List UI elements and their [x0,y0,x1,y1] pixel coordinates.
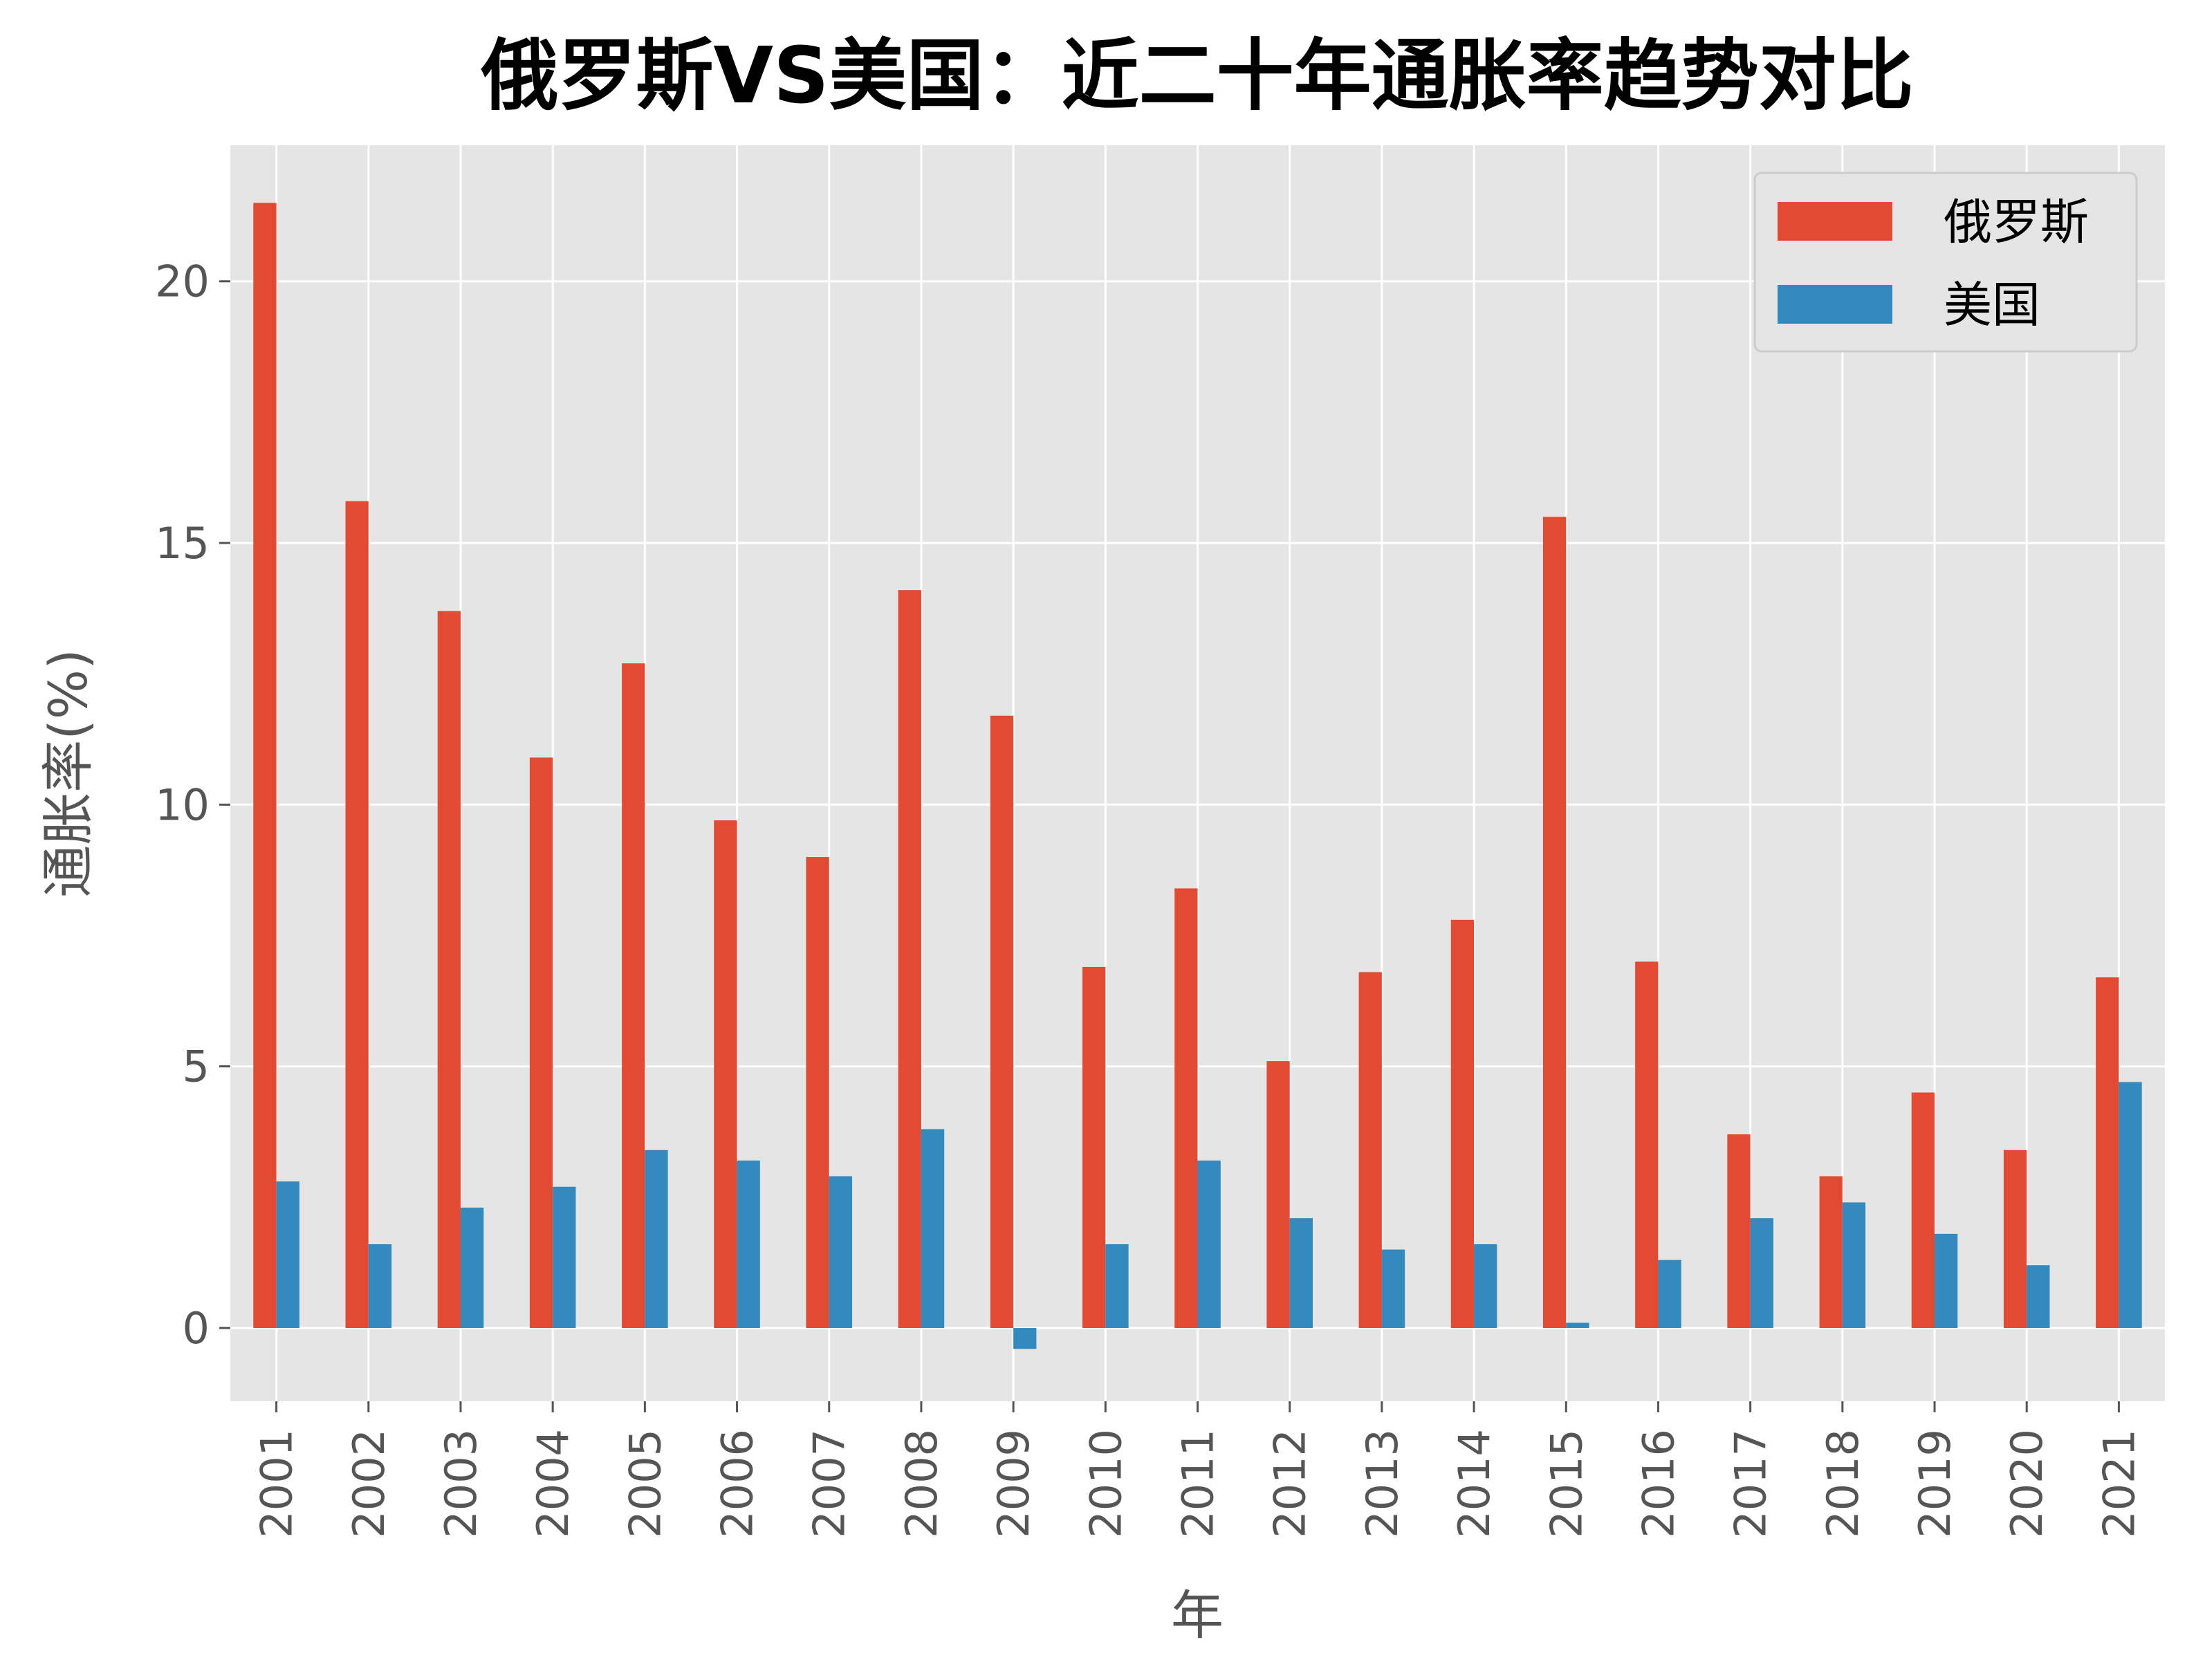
bar-russia-2015 [1542,517,1567,1329]
bar-russia-2006 [714,820,737,1329]
bar-russia-2007 [806,857,829,1329]
x-tick-label: 2002 [344,1429,394,1538]
bar-russia-2002 [345,501,369,1329]
bar-russia-2017 [1727,1134,1751,1329]
bar-russia-2013 [1358,972,1382,1329]
chart-title: 俄罗斯VS美国：近二十年通胀率趋势对比 [480,31,1913,121]
bar-usa-2015 [1566,1322,1589,1329]
x-tick-label: 2018 [1818,1429,1868,1538]
bar-russia-2012 [1266,1061,1290,1329]
x-tick-label: 2013 [1357,1429,1408,1538]
bar-usa-2014 [1474,1244,1497,1329]
y-axis-label: 通胀率(%) [37,649,99,898]
bar-usa-2018 [1842,1202,1866,1329]
bar-russia-2001 [253,203,277,1329]
x-tick-label: 2020 [2002,1429,2052,1538]
legend-swatch-russia [1778,202,1892,241]
x-tick-label: 2003 [436,1429,486,1538]
y-axis: 0 5 10 15 20 [155,257,230,1354]
bar-usa-2010 [1105,1244,1129,1329]
legend-label-usa: 美国 [1944,277,2040,333]
bar-usa-2008 [921,1129,945,1329]
bar-usa-2005 [645,1150,668,1329]
x-axis: 2001 2002 2003 2004 2005 2006 2007 2008 2009 2010… [252,1401,2144,1538]
bar-usa-2009 [1013,1328,1037,1349]
bar-russia-2009 [990,715,1014,1329]
bar-usa-2001 [276,1181,299,1329]
bar-usa-2020 [2027,1265,2050,1329]
x-tick-label: 2004 [528,1429,578,1538]
y-tick-label: 0 [183,1303,210,1354]
x-tick-label: 2005 [620,1429,670,1538]
bar-russia-2014 [1450,919,1475,1329]
x-tick-label: 2009 [988,1429,1039,1538]
bar-usa-2013 [1381,1249,1405,1329]
x-tick-label: 2016 [1633,1429,1683,1538]
bar-russia-2019 [1911,1092,1935,1329]
legend-swatch-usa [1778,285,1892,324]
bar-russia-2008 [898,590,921,1329]
x-tick-label: 2014 [1449,1429,1500,1538]
bar-usa-2016 [1658,1259,1681,1329]
x-tick-label: 2007 [804,1429,855,1538]
bar-usa-2019 [1935,1233,1958,1329]
bars [253,203,2142,1349]
bar-russia-2004 [529,757,553,1329]
y-tick-label: 5 [183,1042,210,1092]
x-tick-label: 2011 [1173,1429,1224,1538]
bar-usa-2007 [829,1176,853,1329]
x-tick-label: 2001 [252,1429,302,1538]
bar-russia-2018 [1819,1176,1843,1329]
bar-usa-2012 [1289,1218,1313,1329]
bar-usa-2017 [1750,1218,1773,1329]
x-tick-label: 2010 [1080,1429,1131,1538]
legend: 俄罗斯 美国 [1753,172,2138,353]
bar-russia-2010 [1082,966,1106,1329]
bar-usa-2002 [368,1244,392,1329]
bar-usa-2006 [737,1160,760,1329]
x-tick-label: 2012 [1265,1429,1316,1538]
x-axis-label: 年 [1171,1585,1224,1646]
x-tick-label: 2015 [1541,1429,1591,1538]
y-tick-label: 20 [155,257,210,307]
x-tick-label: 2008 [896,1429,947,1538]
bar-usa-2021 [2119,1082,2142,1329]
bar-russia-2016 [1635,961,1659,1329]
bar-russia-2021 [2096,977,2119,1329]
bar-usa-2003 [460,1208,484,1329]
y-tick-label: 15 [155,518,210,569]
x-tick-label: 2019 [1910,1429,1960,1538]
bar-russia-2020 [2003,1150,2027,1329]
y-tick-label: 10 [155,779,210,830]
x-tick-label: 2017 [1726,1429,1776,1538]
bar-russia-2011 [1174,888,1198,1329]
bar-usa-2004 [553,1186,576,1329]
x-tick-label: 2006 [712,1429,763,1538]
legend-label-russia: 俄罗斯 [1944,194,2089,250]
x-tick-label: 2021 [2094,1429,2144,1538]
bar-russia-2005 [622,663,645,1329]
bar-russia-2003 [437,611,461,1329]
bar-usa-2011 [1197,1160,1221,1329]
